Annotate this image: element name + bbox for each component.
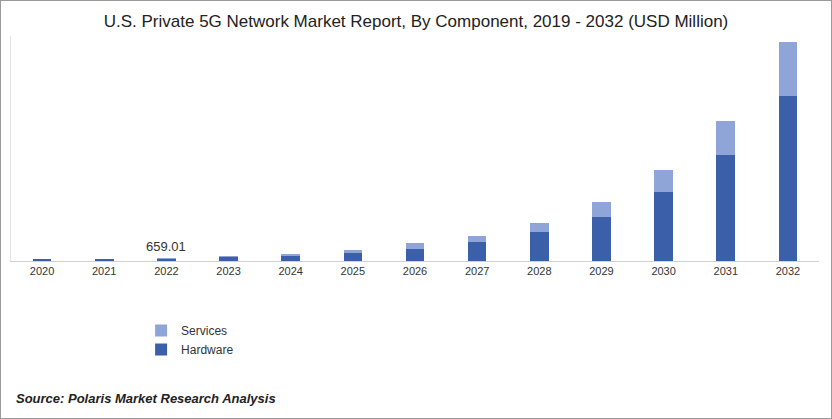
svg-text:2031: 2031 bbox=[714, 265, 738, 277]
svg-text:Source: Polaris Market Researc: Source: Polaris Market Research Analysis bbox=[16, 391, 276, 406]
svg-text:Hardware: Hardware bbox=[181, 343, 233, 357]
svg-text:2024: 2024 bbox=[278, 265, 302, 277]
svg-text:2025: 2025 bbox=[341, 265, 365, 277]
svg-text:2026: 2026 bbox=[403, 265, 427, 277]
svg-text:2021: 2021 bbox=[92, 265, 116, 277]
svg-text:2023: 2023 bbox=[216, 265, 240, 277]
svg-text:2032: 2032 bbox=[776, 265, 800, 277]
svg-text:2027: 2027 bbox=[465, 265, 489, 277]
svg-text:2022: 2022 bbox=[154, 265, 178, 277]
svg-text:Services: Services bbox=[181, 324, 227, 338]
svg-text:U.S. Private 5G Network Market: U.S. Private 5G Network Market Report, B… bbox=[104, 12, 729, 31]
svg-text:659.01: 659.01 bbox=[146, 239, 186, 254]
svg-text:2030: 2030 bbox=[651, 265, 675, 277]
svg-text:2020: 2020 bbox=[30, 265, 54, 277]
svg-text:2029: 2029 bbox=[589, 265, 613, 277]
svg-text:2028: 2028 bbox=[527, 265, 551, 277]
